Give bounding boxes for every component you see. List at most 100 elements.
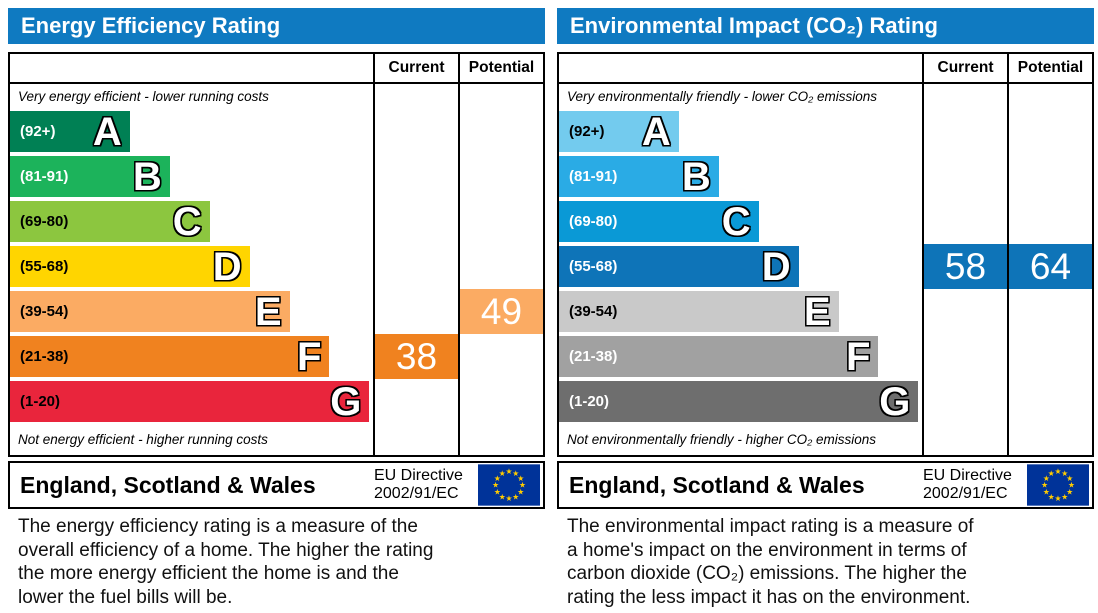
band-row-a: (92+) A [10, 109, 373, 154]
band-range-label: (81-91) [20, 168, 69, 185]
svg-text:★: ★ [494, 487, 501, 496]
panel-title: Environmental Impact (CO₂) Rating [570, 13, 938, 38]
band-row-d: (55-68) D [10, 244, 373, 289]
potential-value-cell [458, 379, 543, 424]
potential-value-cell: 49 [458, 289, 543, 334]
header-spacer-cell [10, 54, 373, 82]
current-value-cell [922, 154, 1007, 199]
band-letter: F [297, 334, 322, 379]
current-column-cell [373, 84, 458, 109]
rating-table: Current Potential Very energy efficient … [8, 52, 545, 457]
caption-row: Not environmentally friendly - higher CO… [559, 424, 1092, 455]
band-letter: B [132, 154, 162, 199]
current-rating-value: 58 [924, 244, 1007, 289]
band-bar: (55-68) D [10, 246, 250, 287]
current-value-cell [373, 109, 458, 154]
svg-text:★: ★ [512, 492, 519, 501]
table-header-row: Current Potential [559, 54, 1092, 84]
directive-footer: England, Scotland & Wales EU Directive 2… [557, 461, 1094, 509]
band-bar: (92+) A [10, 111, 130, 152]
band-range-label: (1-20) [569, 393, 610, 410]
current-value-cell [373, 379, 458, 424]
band-letter: F [846, 334, 871, 379]
bottom-caption: Not energy efficient - higher running co… [18, 432, 268, 447]
panel-title-bar: Environmental Impact (CO₂) Rating [557, 8, 1094, 44]
svg-text:★: ★ [1061, 469, 1068, 478]
potential-column-cell [458, 424, 543, 455]
band-row-c: (69-80) C [559, 199, 922, 244]
current-value-cell [922, 334, 1007, 379]
band-row-b: (81-91) B [10, 154, 373, 199]
svg-text:★: ★ [1061, 492, 1068, 501]
potential-value-cell [458, 199, 543, 244]
current-value-cell [922, 199, 1007, 244]
potential-value-cell [458, 154, 543, 199]
current-column-header: Current [373, 54, 458, 82]
potential-rating-value: 49 [460, 289, 543, 334]
eu-directive-label: EU Directive 2002/91/EC [374, 467, 463, 502]
current-value-cell [373, 199, 458, 244]
svg-text:★: ★ [499, 469, 506, 478]
band-letter: C [172, 199, 202, 244]
band-row-a: (92+) A [559, 109, 922, 154]
eu-directive-label: EU Directive 2002/91/EC [923, 467, 1012, 502]
band-bar: (81-91) B [10, 156, 170, 197]
potential-column-header: Potential [458, 54, 543, 82]
svg-text:★: ★ [492, 481, 499, 490]
potential-value-cell [458, 109, 543, 154]
band-row-d: (55-68) D [559, 244, 922, 289]
potential-rating-value: 64 [1009, 244, 1092, 289]
energy-rating-description: The energy efficiency rating is a measur… [18, 516, 434, 608]
svg-text:★: ★ [1066, 474, 1073, 483]
current-value-cell [922, 289, 1007, 334]
band-letter: G [879, 379, 911, 424]
band-range-label: (55-68) [569, 258, 618, 275]
band-row-g: (1-20) G [10, 379, 373, 424]
band-bar: (39-54) E [10, 291, 290, 332]
current-value-cell: 38 [373, 334, 458, 379]
top-caption: Very energy efficient - lower running co… [18, 89, 269, 104]
band-range-label: (92+) [569, 123, 605, 140]
svg-text:★: ★ [1043, 474, 1050, 483]
svg-text:★: ★ [1068, 481, 1075, 490]
potential-column-cell [1007, 84, 1092, 109]
svg-text:★: ★ [517, 474, 524, 483]
band-row-c: (69-80) C [10, 199, 373, 244]
band-range-label: (81-91) [569, 168, 618, 185]
band-range-label: (1-20) [20, 393, 61, 410]
band-row-e: (39-54) E [10, 289, 373, 334]
region-label: England, Scotland & Wales [569, 471, 865, 498]
region-label: England, Scotland & Wales [20, 471, 316, 498]
rating-table: Current Potential Very environmentally f… [557, 52, 1094, 457]
environmental-rating-description: The environmental impact rating is a mea… [567, 516, 974, 608]
band-row-e: (39-54) E [559, 289, 922, 334]
current-column-cell [922, 84, 1007, 109]
band-letter: A [641, 109, 671, 154]
directive-footer: England, Scotland & Wales EU Directive 2… [8, 461, 545, 509]
current-value-cell [373, 289, 458, 334]
svg-text:★: ★ [1048, 469, 1055, 478]
band-range-label: (92+) [20, 123, 56, 140]
potential-column-cell [1007, 424, 1092, 455]
svg-text:★: ★ [1043, 487, 1050, 496]
band-bar: (92+) A [559, 111, 679, 152]
current-value-cell [922, 379, 1007, 424]
eu-flag-icon: ★ ★ ★★ ★★ ★★ ★★ ★★ [478, 464, 540, 506]
band-row-f: (21-38) F [559, 334, 922, 379]
rating-bands: (92+) A (81-91) B (69-80) C (55-68) D 58 64 (39-54… [559, 109, 1092, 424]
band-range-label: (21-38) [20, 348, 69, 365]
band-range-label: (39-54) [569, 303, 618, 320]
environmental-impact-panel: Environmental Impact (CO₂) Rating Curren… [549, 0, 1098, 609]
band-row-b: (81-91) B [559, 154, 922, 199]
current-column-cell [373, 424, 458, 455]
band-row-f: (21-38) F [10, 334, 373, 379]
band-letter: B [681, 154, 711, 199]
current-rating-value: 38 [375, 334, 458, 379]
band-bar: (39-54) E [559, 291, 839, 332]
caption-row: Very environmentally friendly - lower CO… [559, 84, 1092, 109]
band-letter: G [330, 379, 362, 424]
current-value-cell [373, 154, 458, 199]
svg-text:★: ★ [1041, 481, 1048, 490]
caption-row: Not energy efficient - higher running co… [10, 424, 543, 455]
svg-text:★: ★ [519, 481, 526, 490]
